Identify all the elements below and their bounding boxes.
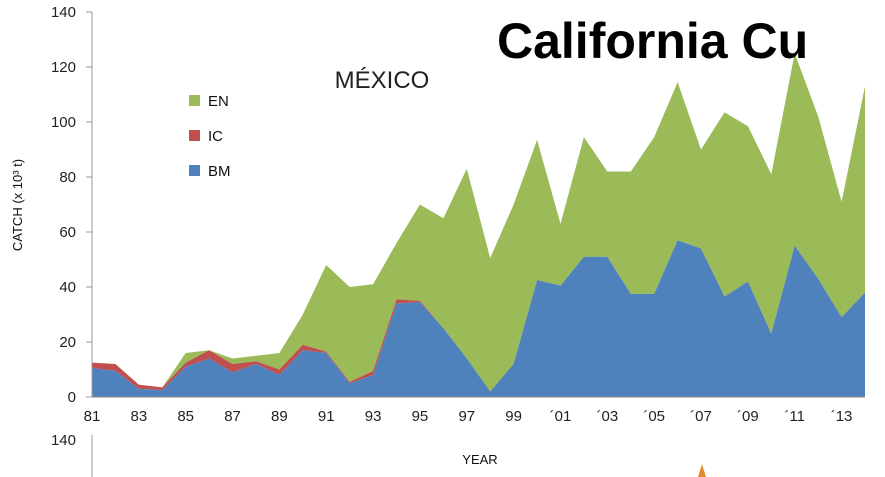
x-tick-label: 95	[412, 408, 429, 425]
x-tick-label: 99	[505, 408, 522, 425]
stacked-area-layers	[92, 53, 865, 397]
x-tick-label: 81	[84, 408, 101, 425]
legend: EN IC BM	[189, 93, 231, 180]
x-tick-label: ´11	[784, 408, 805, 425]
lower-chart-area-peak	[698, 464, 706, 477]
legend-label-bm: BM	[208, 163, 231, 180]
y-tick-label: 20	[59, 334, 76, 351]
x-tick-label: ´01	[550, 408, 572, 425]
x-axis-title: YEAR	[462, 452, 497, 467]
legend-label-en: EN	[208, 93, 229, 110]
area-series-en	[92, 53, 865, 392]
x-tick-label: 89	[271, 408, 288, 425]
x-tick-label: ´03	[596, 408, 618, 425]
x-tick-label: 93	[365, 408, 382, 425]
x-tick-label: ´07	[690, 408, 712, 425]
y-tick-label: 120	[51, 59, 76, 76]
chart-subtitle: MÉXICO	[335, 67, 430, 94]
y-tick-label: 0	[68, 389, 76, 406]
y-tick-labels: 0 20 40 60 80 100 120 140	[51, 4, 92, 406]
legend-swatch-bm	[189, 165, 200, 176]
legend-label-ic: IC	[208, 128, 223, 145]
legend-swatch-ic	[189, 130, 200, 141]
y-tick-label: 80	[59, 169, 76, 186]
x-tick-label: ´13	[831, 408, 853, 425]
y-tick-label: 60	[59, 224, 76, 241]
x-tick-label: 97	[458, 408, 475, 425]
y-axis-title: CATCH (x 10³ t)	[10, 159, 25, 251]
x-tick-labels: 81 83 85 87 89 91 93 95 97 99 ´01 ´03 ´05 ´07 ´09 ´11 ´1…	[84, 408, 853, 425]
y-tick-label: 140	[51, 4, 76, 21]
legend-swatch-en	[189, 95, 200, 106]
slide-headline: California Cu	[497, 13, 808, 69]
x-tick-label: 91	[318, 408, 335, 425]
area-series-bm	[92, 240, 865, 397]
y-tick-label: 100	[51, 114, 76, 131]
x-tick-label: 83	[131, 408, 148, 425]
x-tick-label: ´09	[737, 408, 759, 425]
y-tick-label: 40	[59, 279, 76, 296]
x-tick-label: 87	[224, 408, 241, 425]
lower-chart-y-tick: 140	[51, 432, 76, 449]
x-tick-label: ´05	[643, 408, 665, 425]
x-tick-label: 85	[177, 408, 194, 425]
